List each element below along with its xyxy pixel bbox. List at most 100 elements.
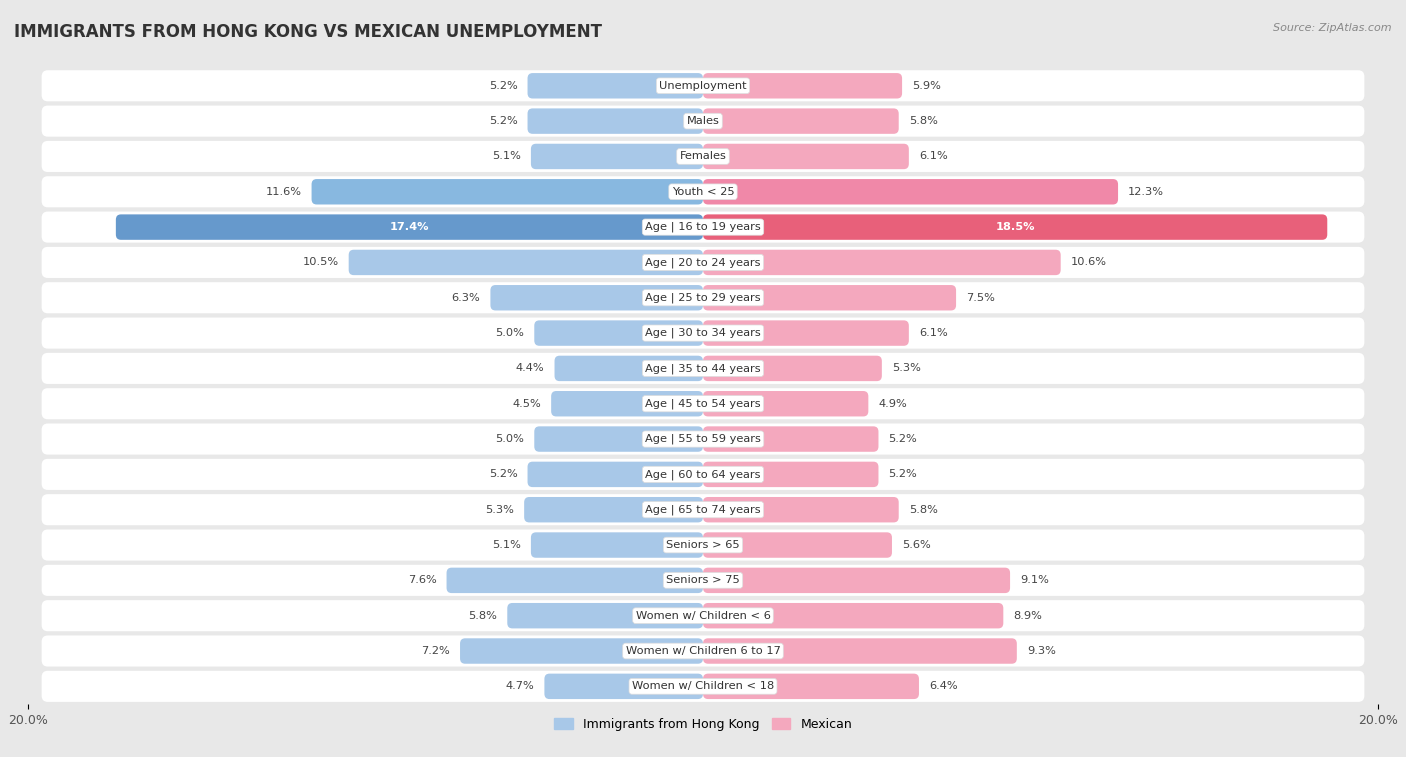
Text: 5.8%: 5.8% xyxy=(908,116,938,126)
FancyBboxPatch shape xyxy=(544,674,703,699)
FancyBboxPatch shape xyxy=(703,285,956,310)
FancyBboxPatch shape xyxy=(703,603,1004,628)
Text: 5.3%: 5.3% xyxy=(485,505,515,515)
Text: 10.5%: 10.5% xyxy=(302,257,339,267)
FancyBboxPatch shape xyxy=(524,497,703,522)
FancyBboxPatch shape xyxy=(703,179,1118,204)
FancyBboxPatch shape xyxy=(447,568,703,593)
FancyBboxPatch shape xyxy=(42,282,1364,313)
Text: 5.2%: 5.2% xyxy=(889,469,917,479)
FancyBboxPatch shape xyxy=(42,635,1364,667)
Text: 6.4%: 6.4% xyxy=(929,681,957,691)
Text: Source: ZipAtlas.com: Source: ZipAtlas.com xyxy=(1274,23,1392,33)
Text: 9.1%: 9.1% xyxy=(1021,575,1049,585)
Legend: Immigrants from Hong Kong, Mexican: Immigrants from Hong Kong, Mexican xyxy=(548,713,858,736)
FancyBboxPatch shape xyxy=(703,144,908,169)
Text: 10.6%: 10.6% xyxy=(1071,257,1107,267)
Text: 11.6%: 11.6% xyxy=(266,187,301,197)
Text: 5.2%: 5.2% xyxy=(489,81,517,91)
FancyBboxPatch shape xyxy=(42,423,1364,455)
FancyBboxPatch shape xyxy=(703,638,1017,664)
FancyBboxPatch shape xyxy=(703,462,879,487)
Text: 6.1%: 6.1% xyxy=(920,151,948,161)
Text: Females: Females xyxy=(679,151,727,161)
Text: 6.3%: 6.3% xyxy=(451,293,481,303)
FancyBboxPatch shape xyxy=(534,426,703,452)
FancyBboxPatch shape xyxy=(42,388,1364,419)
Text: 4.7%: 4.7% xyxy=(506,681,534,691)
Text: 9.3%: 9.3% xyxy=(1026,646,1056,656)
FancyBboxPatch shape xyxy=(534,320,703,346)
Text: 5.0%: 5.0% xyxy=(495,434,524,444)
FancyBboxPatch shape xyxy=(703,214,1327,240)
FancyBboxPatch shape xyxy=(115,214,703,240)
FancyBboxPatch shape xyxy=(42,211,1364,243)
Text: 7.6%: 7.6% xyxy=(408,575,436,585)
Text: 5.6%: 5.6% xyxy=(903,540,931,550)
Text: 5.3%: 5.3% xyxy=(891,363,921,373)
FancyBboxPatch shape xyxy=(508,603,703,628)
FancyBboxPatch shape xyxy=(42,494,1364,525)
Text: 7.5%: 7.5% xyxy=(966,293,995,303)
FancyBboxPatch shape xyxy=(703,497,898,522)
Text: 7.2%: 7.2% xyxy=(422,646,450,656)
FancyBboxPatch shape xyxy=(527,108,703,134)
Text: 5.2%: 5.2% xyxy=(489,469,517,479)
FancyBboxPatch shape xyxy=(554,356,703,381)
FancyBboxPatch shape xyxy=(703,73,903,98)
FancyBboxPatch shape xyxy=(42,671,1364,702)
FancyBboxPatch shape xyxy=(703,356,882,381)
FancyBboxPatch shape xyxy=(703,391,869,416)
Text: Males: Males xyxy=(686,116,720,126)
Text: 4.9%: 4.9% xyxy=(879,399,907,409)
Text: Age | 30 to 34 years: Age | 30 to 34 years xyxy=(645,328,761,338)
FancyBboxPatch shape xyxy=(703,426,879,452)
Text: Age | 16 to 19 years: Age | 16 to 19 years xyxy=(645,222,761,232)
FancyBboxPatch shape xyxy=(703,250,1060,275)
Text: 18.5%: 18.5% xyxy=(995,222,1035,232)
Text: 8.9%: 8.9% xyxy=(1014,611,1042,621)
Text: 17.4%: 17.4% xyxy=(389,222,429,232)
FancyBboxPatch shape xyxy=(703,532,891,558)
FancyBboxPatch shape xyxy=(42,600,1364,631)
Text: Age | 25 to 29 years: Age | 25 to 29 years xyxy=(645,292,761,303)
Text: Women w/ Children < 18: Women w/ Children < 18 xyxy=(631,681,775,691)
FancyBboxPatch shape xyxy=(42,529,1364,561)
FancyBboxPatch shape xyxy=(527,73,703,98)
FancyBboxPatch shape xyxy=(42,317,1364,349)
FancyBboxPatch shape xyxy=(703,568,1010,593)
Text: Age | 60 to 64 years: Age | 60 to 64 years xyxy=(645,469,761,480)
FancyBboxPatch shape xyxy=(460,638,703,664)
FancyBboxPatch shape xyxy=(551,391,703,416)
Text: Seniors > 65: Seniors > 65 xyxy=(666,540,740,550)
FancyBboxPatch shape xyxy=(703,674,920,699)
FancyBboxPatch shape xyxy=(349,250,703,275)
FancyBboxPatch shape xyxy=(42,141,1364,172)
Text: Age | 65 to 74 years: Age | 65 to 74 years xyxy=(645,504,761,515)
Text: Age | 45 to 54 years: Age | 45 to 54 years xyxy=(645,398,761,409)
Text: Unemployment: Unemployment xyxy=(659,81,747,91)
Text: 4.4%: 4.4% xyxy=(516,363,544,373)
Text: 5.9%: 5.9% xyxy=(912,81,941,91)
Text: 5.1%: 5.1% xyxy=(492,151,520,161)
Text: 5.2%: 5.2% xyxy=(489,116,517,126)
FancyBboxPatch shape xyxy=(42,459,1364,490)
Text: 12.3%: 12.3% xyxy=(1128,187,1164,197)
Text: Women w/ Children 6 to 17: Women w/ Children 6 to 17 xyxy=(626,646,780,656)
FancyBboxPatch shape xyxy=(312,179,703,204)
FancyBboxPatch shape xyxy=(42,247,1364,278)
Text: Age | 55 to 59 years: Age | 55 to 59 years xyxy=(645,434,761,444)
FancyBboxPatch shape xyxy=(42,353,1364,384)
Text: Women w/ Children < 6: Women w/ Children < 6 xyxy=(636,611,770,621)
Text: 5.8%: 5.8% xyxy=(468,611,498,621)
Text: Age | 35 to 44 years: Age | 35 to 44 years xyxy=(645,363,761,374)
Text: 5.0%: 5.0% xyxy=(495,328,524,338)
Text: 5.2%: 5.2% xyxy=(889,434,917,444)
Text: IMMIGRANTS FROM HONG KONG VS MEXICAN UNEMPLOYMENT: IMMIGRANTS FROM HONG KONG VS MEXICAN UNE… xyxy=(14,23,602,41)
Text: 4.5%: 4.5% xyxy=(512,399,541,409)
Text: Seniors > 75: Seniors > 75 xyxy=(666,575,740,585)
FancyBboxPatch shape xyxy=(42,565,1364,596)
Text: 5.1%: 5.1% xyxy=(492,540,520,550)
Text: 5.8%: 5.8% xyxy=(908,505,938,515)
FancyBboxPatch shape xyxy=(42,70,1364,101)
